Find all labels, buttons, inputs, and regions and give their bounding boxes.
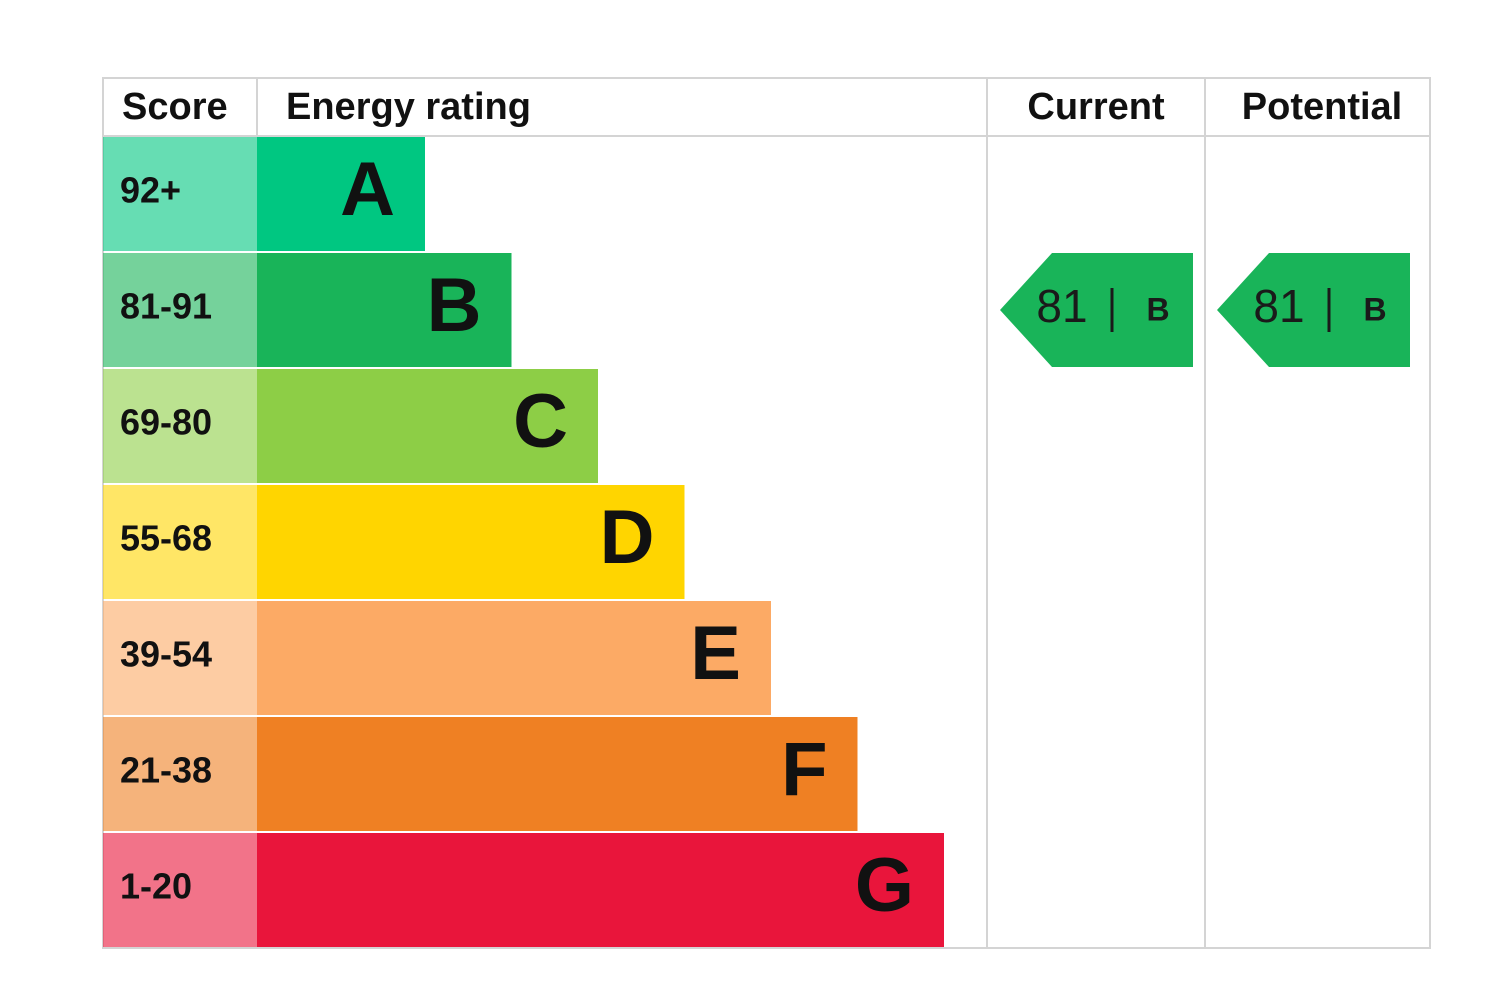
current-band: B <box>1146 291 1169 327</box>
score-cell <box>103 137 257 251</box>
potential-band: B <box>1363 291 1386 327</box>
rating-bar <box>257 369 598 483</box>
score-label: 1-20 <box>120 866 192 907</box>
score-cell <box>103 369 257 483</box>
score-label: 69-80 <box>120 402 212 443</box>
score-cell <box>103 717 257 831</box>
rating-bar <box>257 717 858 831</box>
potential-value: 81 <box>1253 280 1304 332</box>
current-arrow <box>1000 253 1193 367</box>
rating-bar <box>257 137 425 251</box>
score-label: 21-38 <box>120 750 212 791</box>
score-label: 39-54 <box>120 634 212 675</box>
potential-arrow <box>1217 253 1410 367</box>
current-value: 81 <box>1036 280 1087 332</box>
header-rating: Energy rating <box>286 86 531 128</box>
rating-letter: E <box>690 611 741 696</box>
rating-bar <box>257 485 685 599</box>
rating-letter: G <box>855 843 914 928</box>
rating-bar <box>257 601 771 715</box>
header-potential: Potential <box>1242 86 1402 128</box>
rating-letter: C <box>513 379 568 464</box>
rating-letter: A <box>340 147 395 232</box>
rating-bar <box>257 833 944 947</box>
score-cell <box>103 253 257 367</box>
rating-letter: F <box>781 727 827 812</box>
header-current: Current <box>1027 86 1165 128</box>
header-score: Score <box>122 86 228 128</box>
score-cell <box>103 601 257 715</box>
score-cell <box>103 833 257 947</box>
score-label: 81-91 <box>120 286 212 327</box>
score-label: 55-68 <box>120 518 212 559</box>
score-cell <box>103 485 257 599</box>
score-label: 92+ <box>120 170 181 211</box>
rating-letter: B <box>427 263 482 348</box>
rating-bar <box>257 253 512 367</box>
rating-letter: D <box>600 495 655 580</box>
